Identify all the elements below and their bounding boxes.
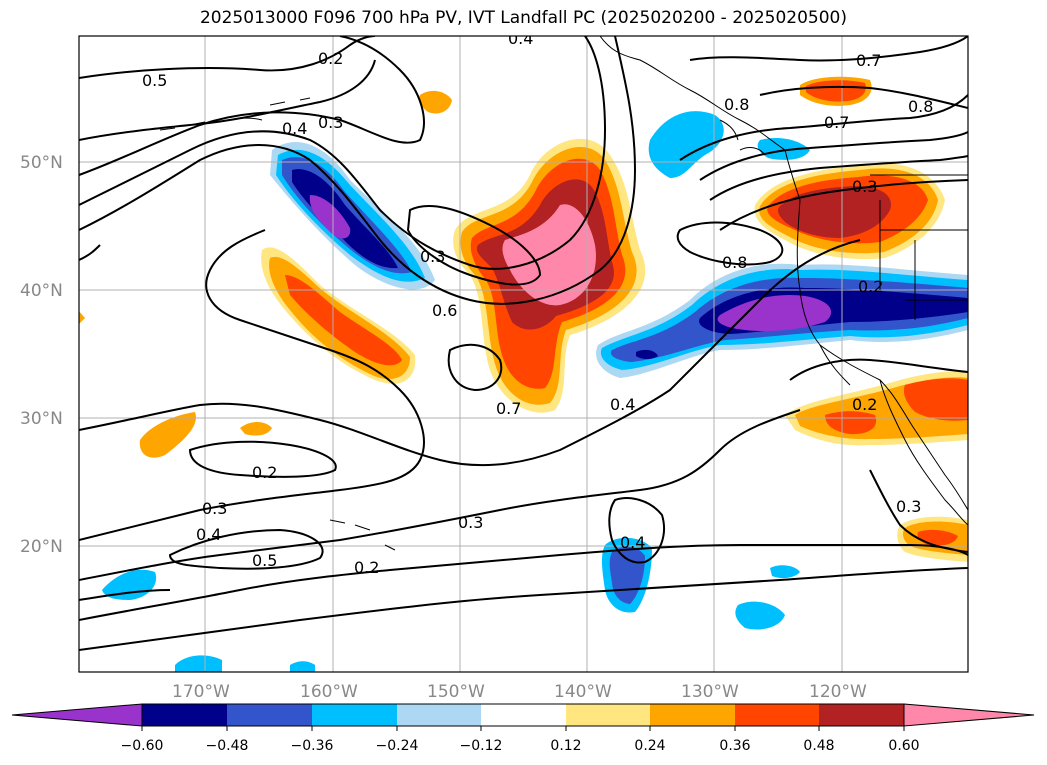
contour-label: 0.2 xyxy=(252,463,277,482)
contour-label: 0.2 xyxy=(354,558,379,577)
colorbar-tick-label: 0.36 xyxy=(719,738,750,754)
contour-label: 0.8 xyxy=(724,95,749,114)
colorbar-tick-label: −0.60 xyxy=(121,738,164,754)
contour-label: 0.8 xyxy=(908,97,933,116)
colorbar-bin xyxy=(481,704,566,726)
colorbar-bin xyxy=(566,704,650,726)
colorbar: −0.60 −0.48 −0.36 −0.24 −0.12 0.12 0.24 … xyxy=(11,703,1035,754)
lon-label-140w: 140°W xyxy=(554,682,612,702)
contour-label: 0.5 xyxy=(252,551,277,570)
lat-label-30n: 30°N xyxy=(20,409,63,429)
contour-label: 0.6 xyxy=(432,301,457,320)
colorbar-bin xyxy=(227,704,312,726)
contour-label: 0.3 xyxy=(896,497,921,516)
contour-label: 0.8 xyxy=(722,253,747,272)
map-frame xyxy=(78,35,969,673)
map-plot-area: 0.4 0.2 0.5 0.4 0.3 0.3 0.6 0.7 0.4 0.8 … xyxy=(79,29,968,672)
contour-label: 0.2 xyxy=(858,277,883,296)
colorbar-bin xyxy=(142,704,227,726)
lon-label-130w: 130°W xyxy=(681,682,739,702)
colorbar-tick-label: −0.24 xyxy=(376,738,419,754)
lon-label-150w: 150°W xyxy=(427,682,485,702)
contour-label: 0.4 xyxy=(610,395,635,414)
lon-label-170w: 170°W xyxy=(172,682,230,702)
colorbar-tick-label: −0.12 xyxy=(460,738,503,754)
contour-label: 0.3 xyxy=(318,113,343,132)
contour-label: 0.5 xyxy=(142,71,167,90)
shaded-anomaly-field xyxy=(79,76,968,672)
contour-label: 0.7 xyxy=(824,113,849,132)
contour-label: 0.4 xyxy=(196,525,221,544)
colorbar-tick-label: −0.48 xyxy=(206,738,249,754)
colorbar-tick-label: 0.60 xyxy=(888,738,919,754)
colorbar-tick-label: 0.48 xyxy=(803,738,834,754)
colorbar-tick-labels: −0.60 −0.48 −0.36 −0.24 −0.12 0.12 0.24 … xyxy=(121,738,920,754)
contour-labels: 0.4 0.2 0.5 0.4 0.3 0.3 0.6 0.7 0.4 0.8 … xyxy=(142,29,933,577)
colorbar-tick-label: 0.24 xyxy=(634,738,665,754)
lat-label-50n: 50°N xyxy=(20,153,63,173)
contour-label: 0.7 xyxy=(496,399,521,418)
colorbar-bin xyxy=(819,704,904,726)
colorbar-extend-max xyxy=(903,703,1035,727)
latitude-labels: 50°N 40°N 30°N 20°N xyxy=(20,153,63,557)
colorbar-ticks xyxy=(141,726,905,731)
contour-label: 0.3 xyxy=(458,513,483,532)
colorbar-bin xyxy=(312,704,397,726)
colorbar-bin xyxy=(735,704,819,726)
contour-label: 0.7 xyxy=(856,51,881,70)
lon-label-120w: 120°W xyxy=(809,682,867,702)
lat-label-20n: 20°N xyxy=(20,537,63,557)
colorbar-tick-label: 0.12 xyxy=(550,738,581,754)
lat-label-40n: 40°N xyxy=(20,281,63,301)
colorbar-bin xyxy=(650,704,735,726)
coastline xyxy=(159,36,968,551)
contour-label: 0.3 xyxy=(852,177,877,196)
contour-label: 0.3 xyxy=(420,247,445,266)
contour-label: 0.2 xyxy=(318,49,343,68)
contour-label: 0.4 xyxy=(282,119,307,138)
map-title: 2025013000 F096 700 hPa PV, IVT Landfall… xyxy=(199,8,847,28)
lon-label-160w: 160°W xyxy=(300,682,358,702)
contour-label: 0.2 xyxy=(852,395,877,414)
contour-label: 0.4 xyxy=(508,29,533,48)
contour-label: 0.4 xyxy=(620,533,645,552)
colorbar-extend-min xyxy=(11,703,143,727)
colorbar-tick-label: −0.36 xyxy=(291,738,334,754)
colorbar-bin xyxy=(397,704,481,726)
contour-label: 0.3 xyxy=(202,499,227,518)
pv-contours xyxy=(79,36,968,651)
longitude-labels: 170°W 160°W 150°W 140°W 130°W 120°W xyxy=(172,682,867,702)
